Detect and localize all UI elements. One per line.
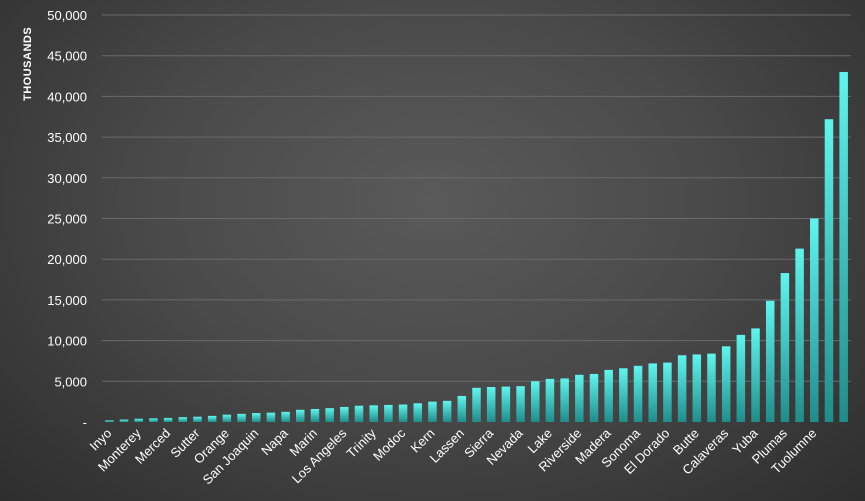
- bar: [251, 413, 261, 422]
- bar: [663, 362, 672, 422]
- y-tick-label: 20,000: [47, 252, 87, 267]
- bar: [105, 420, 114, 422]
- bar: [780, 273, 790, 422]
- x-tick-label: Modoc: [370, 425, 409, 464]
- y-tick-label: 40,000: [47, 89, 87, 104]
- y-tick-label: 10,000: [47, 334, 87, 349]
- bar: [428, 401, 437, 422]
- bar: [765, 300, 775, 422]
- bar: [134, 418, 143, 422]
- y-tick-label: 25,000: [47, 212, 87, 227]
- bar: [633, 365, 643, 422]
- bar: [648, 363, 657, 422]
- bar: [413, 403, 423, 422]
- bars: [105, 71, 848, 422]
- bar: [619, 368, 628, 422]
- bar: [310, 408, 320, 422]
- bar: [575, 374, 584, 422]
- bar: [545, 378, 555, 422]
- x-tick-label: Napa: [258, 425, 291, 458]
- bar: [486, 386, 496, 422]
- bar: [692, 354, 702, 422]
- bar: [237, 413, 246, 422]
- y-tick-label: 50,000: [47, 8, 87, 23]
- bar: [207, 415, 217, 422]
- bar: [266, 412, 276, 422]
- bar: [457, 395, 467, 422]
- bar: [707, 353, 716, 422]
- y-tick-label: 35,000: [47, 130, 87, 145]
- bar: [222, 414, 232, 422]
- y-tick-label: 30,000: [47, 171, 87, 186]
- bar: [398, 404, 408, 422]
- bar: [281, 411, 290, 422]
- bar: [472, 387, 481, 422]
- bar: [824, 119, 834, 422]
- y-tick-label: 15,000: [47, 293, 87, 308]
- bar: [795, 248, 804, 422]
- bar: [178, 417, 188, 422]
- bar: [677, 355, 687, 422]
- bar: [340, 406, 349, 422]
- bar: [354, 405, 364, 422]
- bar: [369, 405, 378, 422]
- bar: [325, 408, 334, 422]
- bar: [193, 416, 202, 422]
- bar: [501, 386, 511, 422]
- bar: [810, 218, 819, 422]
- bar: [721, 346, 731, 422]
- bar: [149, 418, 158, 422]
- bar: [119, 419, 129, 422]
- bar: [839, 71, 848, 422]
- y-axis-ticks: - 5,000 10,000 15,000 20,000 25,000 30,000 35,0…: [47, 8, 87, 430]
- bar: [589, 373, 599, 422]
- bar: [560, 378, 569, 422]
- bar: [751, 328, 760, 422]
- bar: [604, 369, 613, 422]
- bar: [296, 409, 305, 422]
- y-tick-label: 5,000: [54, 374, 87, 389]
- gridlines: [102, 14, 851, 382]
- bar: [736, 334, 746, 422]
- bar: [163, 417, 173, 422]
- y-tick-label: 45,000: [47, 49, 87, 64]
- bar: [442, 400, 452, 422]
- bar: [516, 386, 525, 422]
- bar: [530, 381, 540, 422]
- y-axis-label: THOUSANDS: [22, 27, 34, 101]
- y-tick-label: -: [83, 415, 87, 430]
- bar: [384, 404, 393, 422]
